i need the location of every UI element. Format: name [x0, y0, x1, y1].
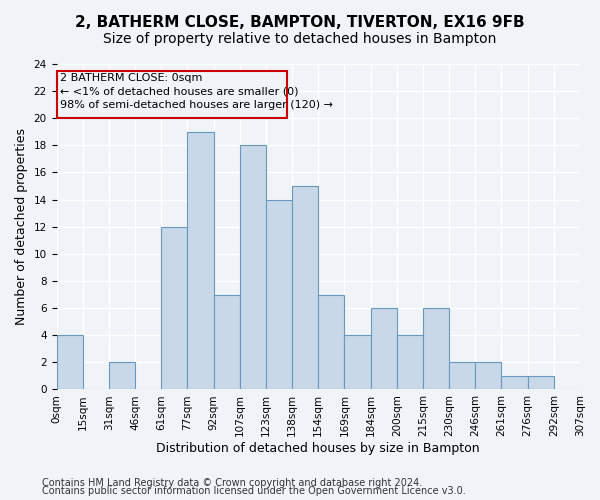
Bar	[371, 308, 397, 390]
Text: Contains HM Land Registry data © Crown copyright and database right 2024.: Contains HM Land Registry data © Crown c…	[42, 478, 422, 488]
Text: 2, BATHERM CLOSE, BAMPTON, TIVERTON, EX16 9FB: 2, BATHERM CLOSE, BAMPTON, TIVERTON, EX1…	[75, 15, 525, 30]
X-axis label: Distribution of detached houses by size in Bampton: Distribution of detached houses by size …	[157, 442, 480, 455]
Bar	[527, 376, 554, 390]
Bar	[266, 200, 292, 390]
Bar	[475, 362, 502, 390]
Bar	[423, 308, 449, 390]
Text: Size of property relative to detached houses in Bampton: Size of property relative to detached ho…	[103, 32, 497, 46]
Bar	[240, 146, 266, 390]
Bar	[502, 376, 527, 390]
Bar	[449, 362, 475, 390]
Bar	[161, 226, 187, 390]
Bar	[292, 186, 318, 390]
Y-axis label: Number of detached properties: Number of detached properties	[15, 128, 28, 325]
Bar	[318, 294, 344, 390]
Text: Contains public sector information licensed under the Open Government Licence v3: Contains public sector information licen…	[42, 486, 466, 496]
FancyBboxPatch shape	[56, 71, 287, 118]
Bar	[56, 335, 83, 390]
Bar	[187, 132, 214, 390]
Bar	[214, 294, 240, 390]
Bar	[397, 335, 423, 390]
Bar	[344, 335, 371, 390]
Bar	[109, 362, 135, 390]
Text: 2 BATHERM CLOSE: 0sqm
← <1% of detached houses are smaller (0)
98% of semi-detac: 2 BATHERM CLOSE: 0sqm ← <1% of detached …	[61, 73, 334, 110]
